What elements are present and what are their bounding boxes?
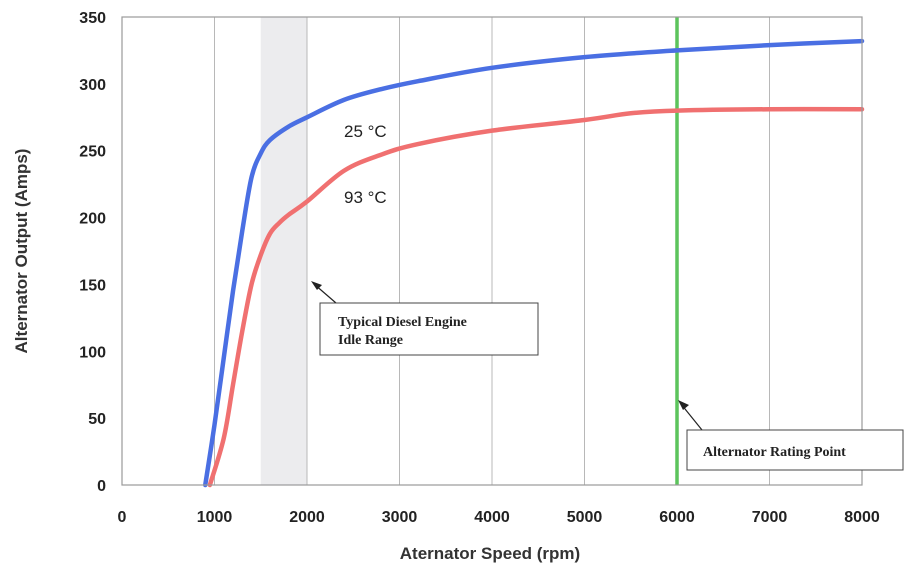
x-tick-label-3000: 3000	[382, 509, 418, 526]
idle-callout-arrowhead	[311, 281, 322, 290]
x-tick-label-8000: 8000	[844, 509, 880, 526]
y-tick-label-100: 100	[79, 344, 106, 361]
idle-range-band	[260, 17, 307, 485]
y-tick-label-200: 200	[79, 211, 106, 228]
rating-callout-box	[686, 429, 904, 471]
series-label-25c: 25 °C	[344, 122, 387, 141]
x-tick-label-2000: 2000	[289, 509, 325, 526]
idle-callout-line-1: Typical Diesel Engine	[338, 315, 467, 330]
y-tick-label-150: 150	[79, 277, 106, 294]
rating-callout-text: Alternator Rating Point	[703, 445, 846, 460]
idle-range-callout: Typical Diesel Engine Idle Range	[311, 281, 539, 356]
x-tick-label-0: 0	[118, 509, 127, 526]
y-tick-label-350: 350	[79, 10, 106, 27]
y-axis-title: Alternator Output (Amps)	[12, 149, 31, 354]
y-tick-label-0: 0	[97, 478, 106, 495]
idle-range-band-layer	[260, 17, 307, 485]
plot-frame	[121, 16, 863, 486]
series-line-93c	[207, 106, 865, 488]
series-layer	[203, 38, 865, 488]
x-axis-title: Aternator Speed (rpm)	[400, 544, 580, 563]
series-line-25c	[203, 38, 865, 488]
plot-frame-layer	[121, 16, 863, 486]
tick-label-layer: 0 50 100 150 200 250 300 350 0 1000 2000 3000 4000 50…	[79, 10, 880, 526]
idle-callout-line-2: Idle Range	[338, 333, 403, 348]
series-label-93c: 93 °C	[344, 188, 387, 207]
x-tick-label-1000: 1000	[197, 509, 233, 526]
x-tick-label-7000: 7000	[752, 509, 788, 526]
idle-callout-box	[319, 302, 539, 356]
x-tick-label-4000: 4000	[474, 509, 510, 526]
rating-callout-arrowhead	[678, 400, 689, 410]
y-tick-label-50: 50	[88, 411, 106, 428]
x-tick-label-6000: 6000	[659, 509, 695, 526]
x-tick-label-5000: 5000	[567, 509, 603, 526]
y-tick-label-250: 250	[79, 144, 106, 161]
rating-point-callout: Alternator Rating Point	[678, 400, 904, 471]
y-tick-label-300: 300	[79, 77, 106, 94]
